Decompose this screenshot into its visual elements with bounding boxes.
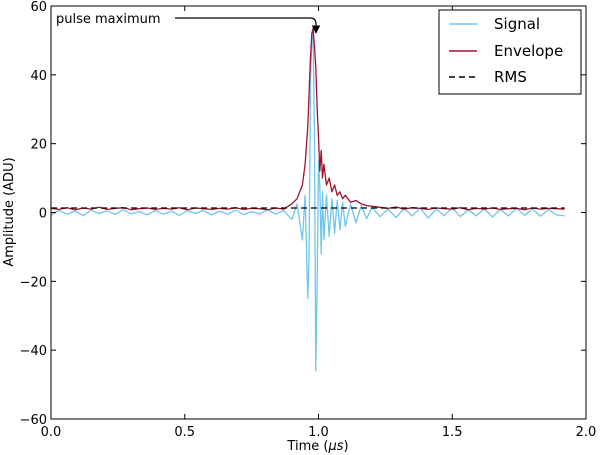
x-tick-label: 1.0	[308, 425, 329, 440]
y-tick-label: −60	[20, 413, 47, 428]
legend-label-envelope: Envelope	[494, 42, 563, 60]
annotation: pulse maximum	[56, 12, 321, 34]
y-axis-label: Amplitude (ADU)	[2, 157, 17, 266]
y-tick-label: −20	[20, 275, 47, 290]
legend-label-signal: Signal	[494, 15, 540, 33]
annotation-arrow	[175, 17, 321, 34]
x-tick-label: 0.5	[174, 425, 195, 440]
x-axis-label: Time (μs)	[286, 439, 348, 454]
x-tick-label: 1.5	[442, 425, 463, 440]
y-tick-label: 40	[30, 69, 47, 84]
legend-label-rms: RMS	[494, 68, 527, 86]
x-tick-label: 0.0	[41, 425, 62, 440]
y-tick-label: 60	[30, 0, 47, 15]
y-tick-label: −40	[20, 344, 47, 359]
tick-layer: 0.0 0.5 1.0 1.5 2.0 −60 −40 −20 0 20 40 60	[20, 0, 597, 440]
x-tick-label: 2.0	[576, 425, 597, 440]
annotation-text: pulse maximum	[56, 12, 161, 27]
y-tick-label: 0	[39, 207, 47, 222]
series-layer	[51, 27, 565, 372]
legend: Signal Envelope RMS	[438, 9, 582, 95]
y-tick-label: 20	[30, 138, 47, 153]
